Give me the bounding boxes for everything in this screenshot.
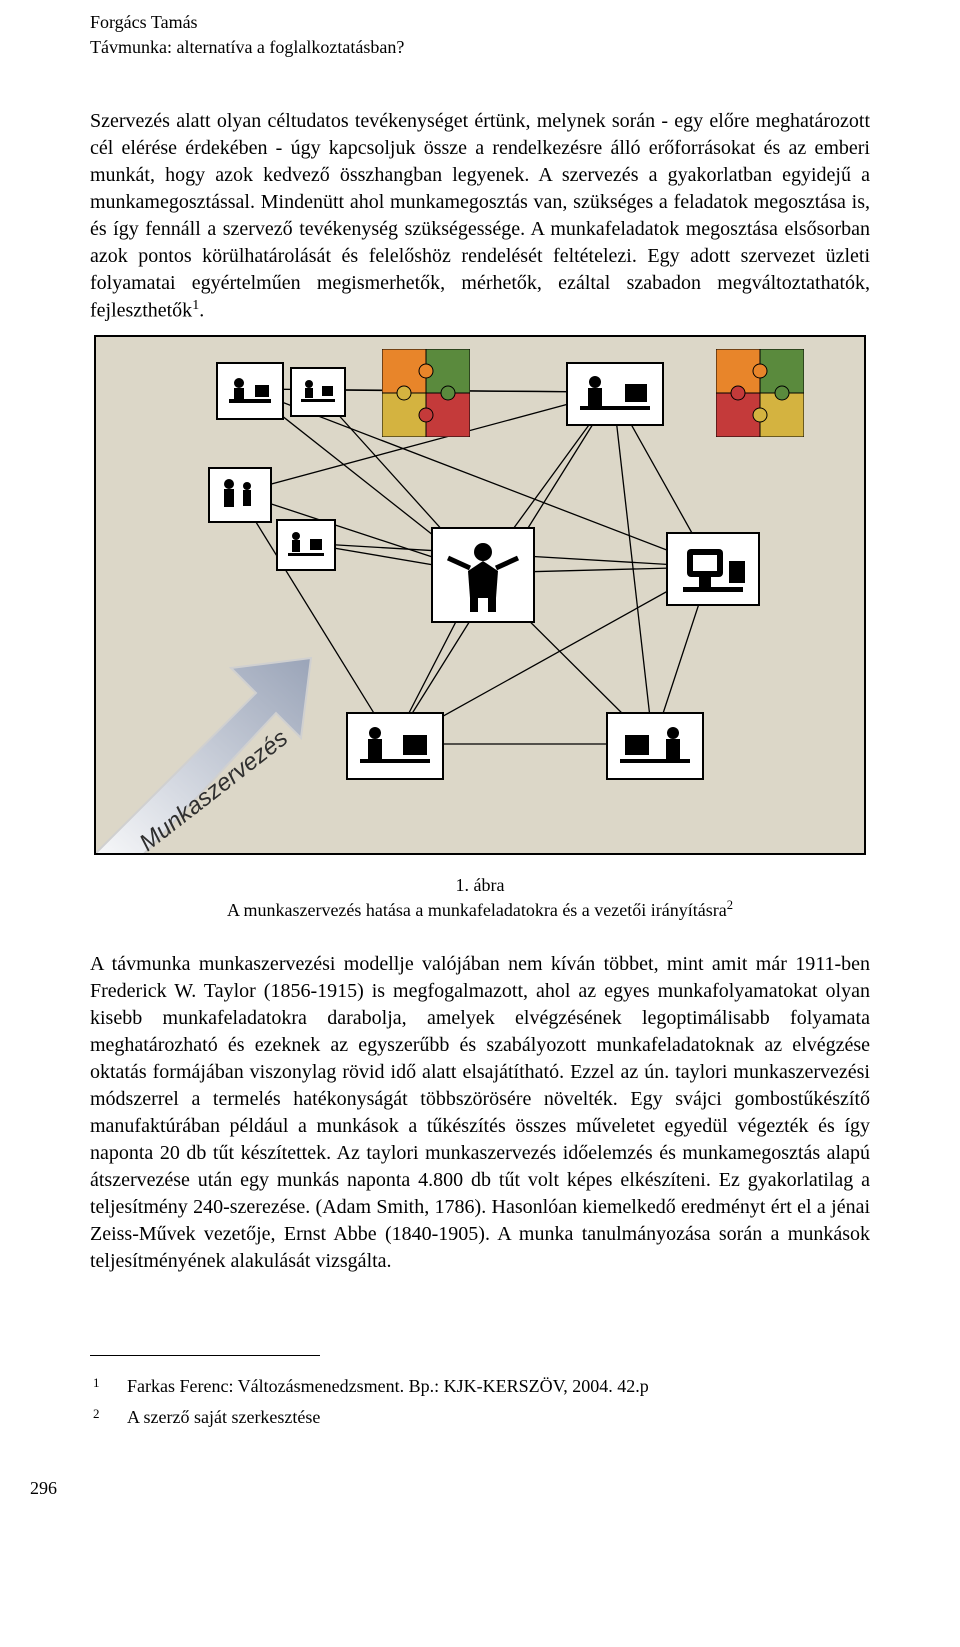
header-title: Távmunka: alternatíva a foglalkoztatásba… bbox=[90, 35, 870, 60]
paragraph-2: A távmunka munkaszervezési modellje való… bbox=[90, 951, 870, 1275]
node-people-1 bbox=[208, 467, 272, 523]
footnotes: 1 Farkas Ferenc: Változásmenedzsment. Bp… bbox=[90, 1370, 652, 1434]
node-worker-desk-1 bbox=[216, 362, 284, 420]
figure-munkaszervezes: Munkaszervezés bbox=[94, 335, 866, 855]
footnote-2: 2 A szerző saját szerkesztése bbox=[92, 1403, 650, 1432]
node-worker-desk-2 bbox=[290, 367, 346, 417]
arrow-munkaszervezes: Munkaszervezés bbox=[94, 623, 366, 855]
puzzle-icon-right bbox=[716, 349, 804, 437]
footnote-ref-2: 2 bbox=[727, 898, 733, 912]
node-worker-desk-top-right bbox=[566, 362, 664, 426]
paragraph-1: Szervezés alatt olyan céltudatos tevéken… bbox=[90, 108, 870, 325]
node-computer-right bbox=[666, 532, 760, 606]
footnote-separator bbox=[90, 1355, 320, 1356]
footnote-1: 1 Farkas Ferenc: Változásmenedzsment. Bp… bbox=[92, 1372, 650, 1401]
page-number: 296 bbox=[30, 1478, 870, 1499]
puzzle-icon-left bbox=[382, 349, 470, 437]
node-worker-desk-3 bbox=[276, 519, 336, 571]
running-header: Forgács Tamás Távmunka: alternatíva a fo… bbox=[90, 10, 870, 60]
node-worker-desk-bottom-right bbox=[606, 712, 704, 780]
node-manager-center bbox=[431, 527, 535, 623]
figure-caption: 1. ábra A munkaszervezés hatása a munkaf… bbox=[90, 873, 870, 923]
header-author: Forgács Tamás bbox=[90, 10, 870, 35]
